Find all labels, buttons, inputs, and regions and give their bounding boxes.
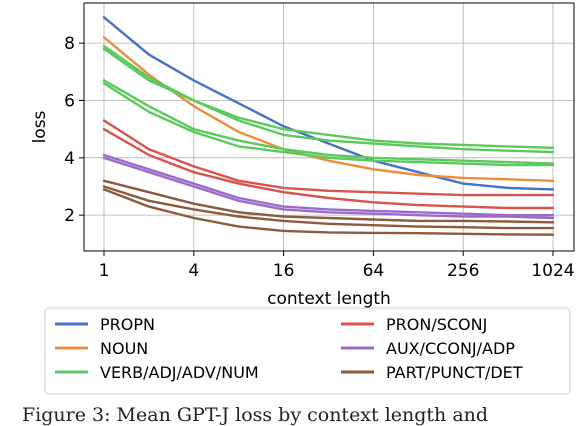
legend-entry-label: PART/PUNCT/DET xyxy=(386,363,523,382)
legend-entry-label: PRON/SCONJ xyxy=(386,315,487,334)
x-axis-label: context length xyxy=(267,289,391,309)
legend-entry-label: NOUN xyxy=(100,339,148,358)
legend-frame xyxy=(44,307,571,395)
x-axis: 1 4 16 64 256 1024 xyxy=(99,251,575,281)
series-line-9 xyxy=(102,153,555,217)
series-line-6 xyxy=(102,82,555,167)
x-tick-label: 16 xyxy=(273,261,295,281)
legend-entry-label: PROPN xyxy=(100,315,155,334)
series-line-10 xyxy=(102,156,555,220)
y-axis: 2 4 6 8 xyxy=(64,34,84,226)
x-tick-label: 1024 xyxy=(531,261,574,281)
line-chart: 1 4 16 64 256 1024 2 4 6 8 context length loss P… xyxy=(30,2,575,395)
y-axis-label: loss xyxy=(30,110,50,143)
x-tick-label: 256 xyxy=(447,261,479,281)
x-tick-label: 4 xyxy=(188,261,199,281)
series-line-11 xyxy=(102,179,555,224)
legend-entry-label: VERB/ADJ/ADV/NUM xyxy=(100,363,259,382)
series-line-4 xyxy=(102,47,555,154)
series-line-5 xyxy=(102,79,555,165)
x-tick-label: 64 xyxy=(363,261,385,281)
plot-frame xyxy=(83,2,575,252)
series-line-12 xyxy=(102,185,555,230)
y-tick-label: 6 xyxy=(64,91,75,111)
series-layer xyxy=(102,16,555,236)
series-line-2 xyxy=(102,36,555,183)
legend: PROPN PRON/SCONJ NOUN AUX/CCONJ/ADP VERB/ADJ… xyxy=(44,307,571,395)
series-line-8 xyxy=(102,127,555,210)
legend-entry-label: AUX/CCONJ/ADP xyxy=(386,339,515,358)
figure-caption: Figure 3: Mean GPT-J loss by context len… xyxy=(22,404,489,426)
y-tick-label: 2 xyxy=(64,206,75,226)
y-tick-label: 8 xyxy=(64,34,75,54)
series-line-7 xyxy=(102,119,555,197)
y-tick-label: 4 xyxy=(64,149,75,169)
series-line-13 xyxy=(102,188,555,236)
series-line-1 xyxy=(102,16,555,191)
x-tick-label: 1 xyxy=(99,261,110,281)
